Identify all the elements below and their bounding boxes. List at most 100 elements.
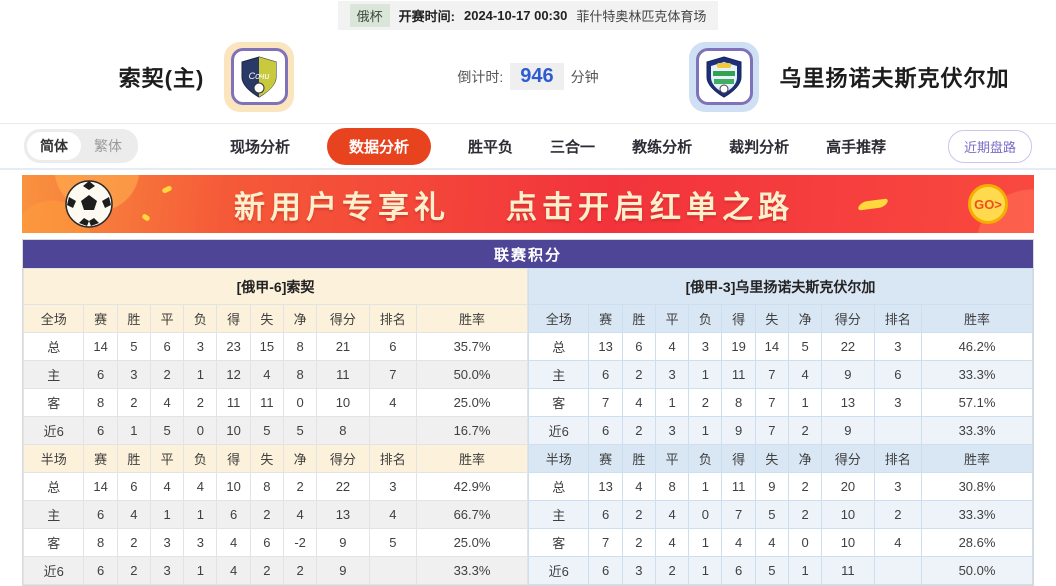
stat-cell: 5 (249, 416, 284, 445)
stat-cell: 7 (721, 500, 756, 529)
stat-cell: 11 (216, 388, 251, 417)
confetti-decoration (141, 213, 151, 222)
stat-cell: 3 (149, 556, 185, 585)
nav-item-3[interactable]: 三合一 (550, 138, 596, 156)
stat-cell: 10 (216, 416, 251, 445)
stat-cell: 11 (249, 388, 284, 417)
stat-row: 总 13 4 8 1 11 9 2 20 3 30.8% (527, 472, 1033, 501)
stat-cell: 14 (83, 472, 118, 501)
stat-cell (873, 416, 923, 445)
stat-cell: 1 (183, 556, 218, 585)
kickoff-time: 2024-10-17 00:30 (463, 7, 568, 23)
stat-cell: 负 (688, 304, 723, 333)
stat-cell: 客 (527, 388, 590, 417)
stat-row: 近6 6 2 3 1 4 2 2 9 33.3% (22, 556, 528, 585)
stat-cell: 近6 (22, 556, 85, 585)
stat-cell: 排名 (368, 444, 418, 473)
column-header-row: 半场赛胜平负得失净得分 排名 胜率 (527, 444, 1033, 473)
countdown-label: 倒计时: (457, 68, 504, 85)
stat-cell: 42.9% (416, 472, 528, 501)
stat-cell: 客 (527, 528, 590, 557)
stat-cell: 0 (282, 388, 318, 417)
column-header-row: 全场赛胜平负得失净得分 排名 胜率 (527, 304, 1033, 333)
stat-cell: 4 (282, 500, 318, 529)
stat-cell: 10 (216, 472, 251, 501)
stat-cell: 4 (787, 360, 823, 389)
stat-cell: 33.3% (921, 360, 1033, 389)
stat-row: 近6 6 1 5 0 10 5 5 8 16.7% (22, 416, 528, 445)
nav-item-4[interactable]: 教练分析 (632, 138, 693, 156)
stat-cell: 得分 (316, 444, 370, 473)
home-shield-icon: Сочи (241, 55, 277, 98)
stat-cell: 总 (22, 332, 85, 361)
stat-cell: 4 (654, 528, 690, 557)
stat-cell: 平 (149, 444, 185, 473)
stat-cell: 4 (149, 388, 185, 417)
stat-cell: 4 (621, 472, 656, 501)
stat-cell: 近6 (527, 416, 590, 445)
stat-cell: 9 (721, 416, 756, 445)
language-toggle[interactable]: 简体 繁体 (24, 129, 138, 163)
stat-cell (368, 416, 418, 445)
stat-cell: 赛 (588, 444, 623, 473)
stat-cell: 平 (149, 304, 185, 333)
kickoff-label: 开赛时间: (398, 8, 455, 24)
recent-trend-button[interactable]: 近期盘路 (947, 129, 1032, 163)
stat-cell: 1 (688, 556, 723, 585)
stat-cell: 全场 (22, 304, 85, 333)
stat-cell: 14 (83, 332, 118, 361)
stat-cell: 1 (688, 528, 723, 557)
stat-cell: 负 (688, 444, 723, 473)
stat-cell (368, 556, 418, 585)
nav-item-5[interactable]: 裁判分析 (729, 138, 790, 156)
stat-cell: 总 (22, 472, 85, 501)
stat-cell: 5 (282, 416, 318, 445)
stat-cell: 7 (754, 388, 789, 417)
stat-cell: 3 (654, 416, 690, 445)
stat-cell: 排名 (873, 444, 923, 473)
stat-cell: 4 (621, 388, 656, 417)
stat-cell: 8 (282, 332, 318, 361)
go-button[interactable]: GO> (968, 184, 1008, 224)
nav-item-1[interactable]: 数据分析 (327, 127, 432, 165)
stat-cell: 20 (821, 472, 875, 501)
countdown: 倒计时: 946 分钟 (413, 63, 643, 90)
stat-cell: 赛 (83, 304, 118, 333)
team-section-title: [俄甲-6]索契 (23, 268, 528, 305)
stat-cell: 2 (621, 416, 656, 445)
stat-cell: 8 (316, 416, 370, 445)
stat-cell: 客 (22, 388, 85, 417)
home-stats-half: [俄甲-6]索契 全场赛胜平负得失净得分 排名 胜率总 14 5 6 3 23 15 8 21 6 35.… (22, 268, 528, 585)
countdown-unit: 分钟 (570, 68, 599, 85)
stat-cell: 6 (588, 416, 623, 445)
stat-cell: 2 (249, 500, 284, 529)
stat-cell: 2 (282, 556, 318, 585)
stat-cell: 失 (754, 304, 789, 333)
stat-cell: 33.3% (921, 500, 1033, 529)
stat-cell: 2 (688, 388, 723, 417)
promo-banner[interactable]: 新用户专享礼 点击开启红单之路 GO> (22, 175, 1034, 233)
nav-item-0[interactable]: 现场分析 (230, 138, 291, 156)
nav-item-2[interactable]: 胜平负 (468, 138, 514, 156)
stat-cell: 0 (688, 500, 723, 529)
stat-cell: 胜 (621, 304, 656, 333)
stat-cell: 7 (368, 360, 418, 389)
football-icon (65, 180, 113, 228)
lang-option-1[interactable]: 繁体 (94, 138, 122, 154)
stat-cell: 1 (688, 416, 723, 445)
stat-cell: 2 (249, 556, 284, 585)
nav-item-6[interactable]: 高手推荐 (826, 138, 887, 156)
league-table-title: 联赛积分 (23, 240, 1033, 268)
stat-cell: 8 (83, 528, 118, 557)
stat-cell: 8 (654, 472, 690, 501)
stat-row: 主 6 3 2 1 12 4 8 11 7 50.0% (22, 360, 528, 389)
away-team-block: 乌里扬诺夫斯克伏尔加 (643, 41, 1056, 112)
stat-cell: 近6 (22, 416, 85, 445)
stat-cell: 得 (216, 444, 251, 473)
stat-cell: 7 (588, 528, 623, 557)
lang-option-0[interactable]: 简体 (27, 132, 81, 160)
stat-cell: 46.2% (921, 332, 1033, 361)
venue-name: 菲什特奥林匹克体育场 (576, 8, 707, 24)
stat-cell: 10 (821, 528, 875, 557)
stat-cell: 7 (588, 388, 623, 417)
